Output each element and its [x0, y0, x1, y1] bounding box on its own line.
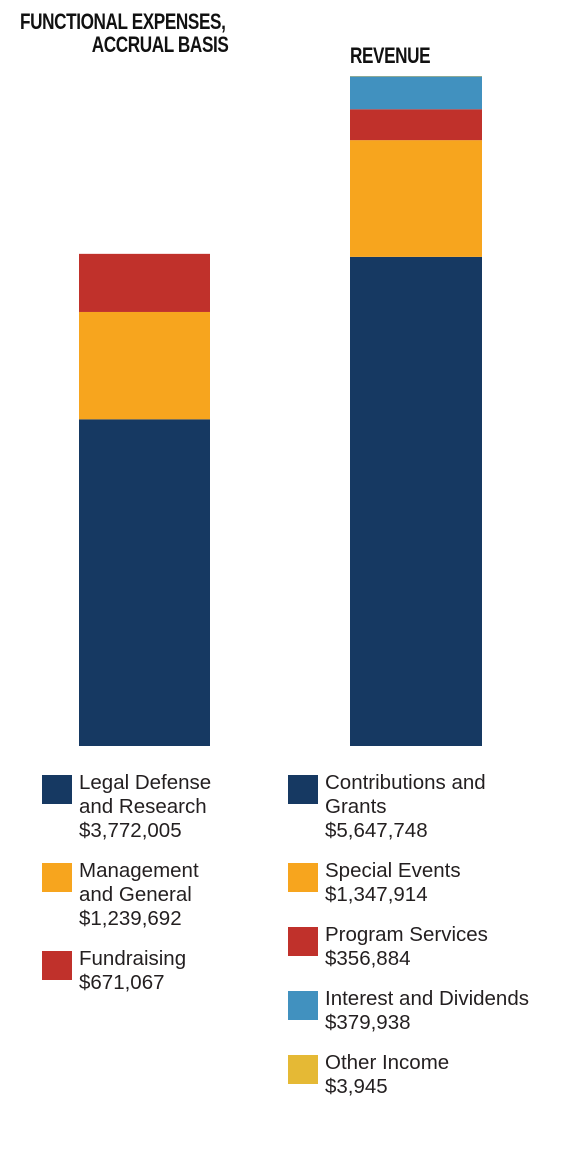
legend-swatch-program	[288, 927, 318, 956]
legend-swatch-mgmt	[42, 863, 72, 892]
legend-swatch-fund	[42, 951, 72, 980]
legend-name-interest: Interest and Dividends	[325, 987, 529, 1010]
legend-value-fund: $671,067	[79, 971, 165, 994]
legend-value-mgmt: $1,239,692	[79, 907, 182, 930]
legend-name-other: Other Income	[325, 1051, 450, 1074]
legend-text-program: Program Services $356,884	[325, 923, 488, 971]
bar-segment-interest	[350, 76, 482, 110]
revenue-chart-title: REVENUE	[350, 43, 431, 68]
legend-value-legal: $3,772,005	[79, 819, 182, 842]
legend-swatch-events	[288, 863, 318, 892]
legend-name-contrib: Grants	[325, 795, 387, 818]
legend-name-mgmt: Management	[79, 859, 199, 882]
legend-text-contrib: Contributions and Grants $5,647,748	[325, 771, 486, 843]
legend-swatch-interest	[288, 991, 318, 1020]
legend-text-interest: Interest and Dividends $379,938	[325, 987, 529, 1035]
bar-segment-fund	[79, 253, 210, 312]
legend-value-contrib: $5,647,748	[325, 819, 428, 842]
bar-segment-program	[350, 109, 482, 141]
legend-value-interest: $379,938	[325, 1011, 411, 1034]
legend-name-contrib: Contributions and	[325, 771, 486, 794]
legend-name-fund: Fundraising	[79, 947, 187, 970]
legend-text-mgmt: Management and General $1,239,692	[79, 859, 199, 931]
legend-text-legal: Legal Defense and Research $3,772,005	[79, 771, 211, 843]
bar-segment-legal	[79, 419, 210, 746]
legend-name-events: Special Events	[325, 859, 461, 882]
bar-segment-mgmt	[79, 311, 210, 420]
legend-name-mgmt: and General	[79, 883, 192, 906]
expenses-chart-title: FUNCTIONAL EXPENSES, ACCRUAL BASIS	[20, 10, 254, 56]
legend-swatch-contrib	[288, 775, 318, 804]
legend-name-legal: and Research	[79, 795, 207, 818]
legend-text-events: Special Events $1,347,914	[325, 859, 461, 907]
legend-name-program: Program Services	[325, 923, 488, 946]
legend-name-legal: Legal Defense	[79, 771, 212, 794]
expenses-title-line-1: FUNCTIONAL EXPENSES,	[20, 9, 226, 34]
stacked-bar-charts	[79, 76, 482, 746]
legend-value-program: $356,884	[325, 947, 411, 970]
legend-value-other: $3,945	[325, 1075, 388, 1098]
legend-text-other: Other Income $3,945	[325, 1051, 449, 1099]
legend-value-events: $1,347,914	[325, 883, 428, 906]
expenses-title-line-2: ACCRUAL BASIS	[91, 32, 229, 57]
bar-segment-contrib	[350, 256, 482, 746]
bar-segment-events	[350, 140, 482, 257]
legend-text-fund: Fundraising $671,067	[79, 947, 186, 995]
legend-swatch-other	[288, 1055, 318, 1084]
legend-swatch-legal	[42, 775, 72, 804]
